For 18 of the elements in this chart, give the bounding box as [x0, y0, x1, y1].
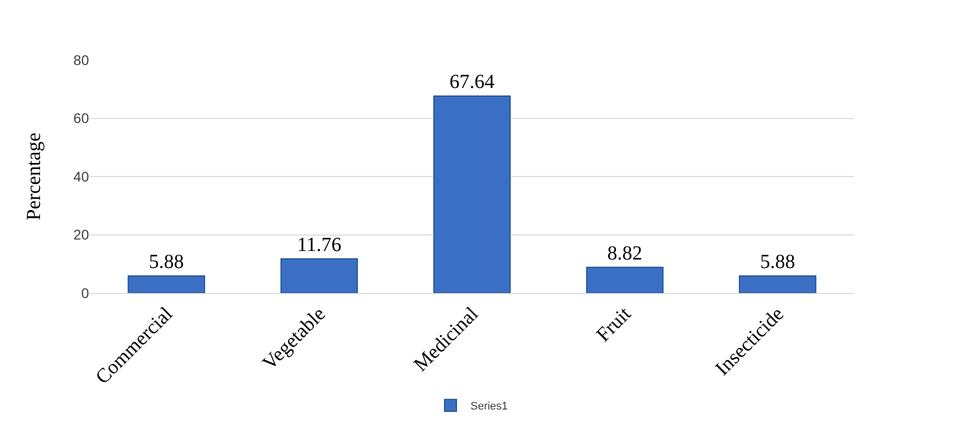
x-tick-label: Fruit	[592, 302, 636, 346]
data-label: 11.76	[297, 234, 342, 256]
y-tick-label: 0	[81, 284, 90, 301]
y-tick-label: 40	[73, 168, 90, 184]
data-label: 8.82	[607, 242, 642, 264]
data-label: 5.88	[148, 250, 184, 273]
y-axis-title: Percentage	[23, 132, 45, 220]
bar	[586, 266, 664, 293]
data-label: 5.88	[760, 250, 796, 273]
y-tick-label: 60	[73, 110, 90, 126]
bar	[280, 258, 358, 293]
bar	[433, 96, 511, 293]
data-label: 67.64	[450, 71, 494, 93]
bar	[128, 275, 206, 293]
bar	[738, 275, 816, 293]
y-tick-label: 80	[73, 52, 90, 68]
y-tick-label: 20	[73, 226, 90, 243]
legend-label: Series1	[470, 400, 508, 413]
